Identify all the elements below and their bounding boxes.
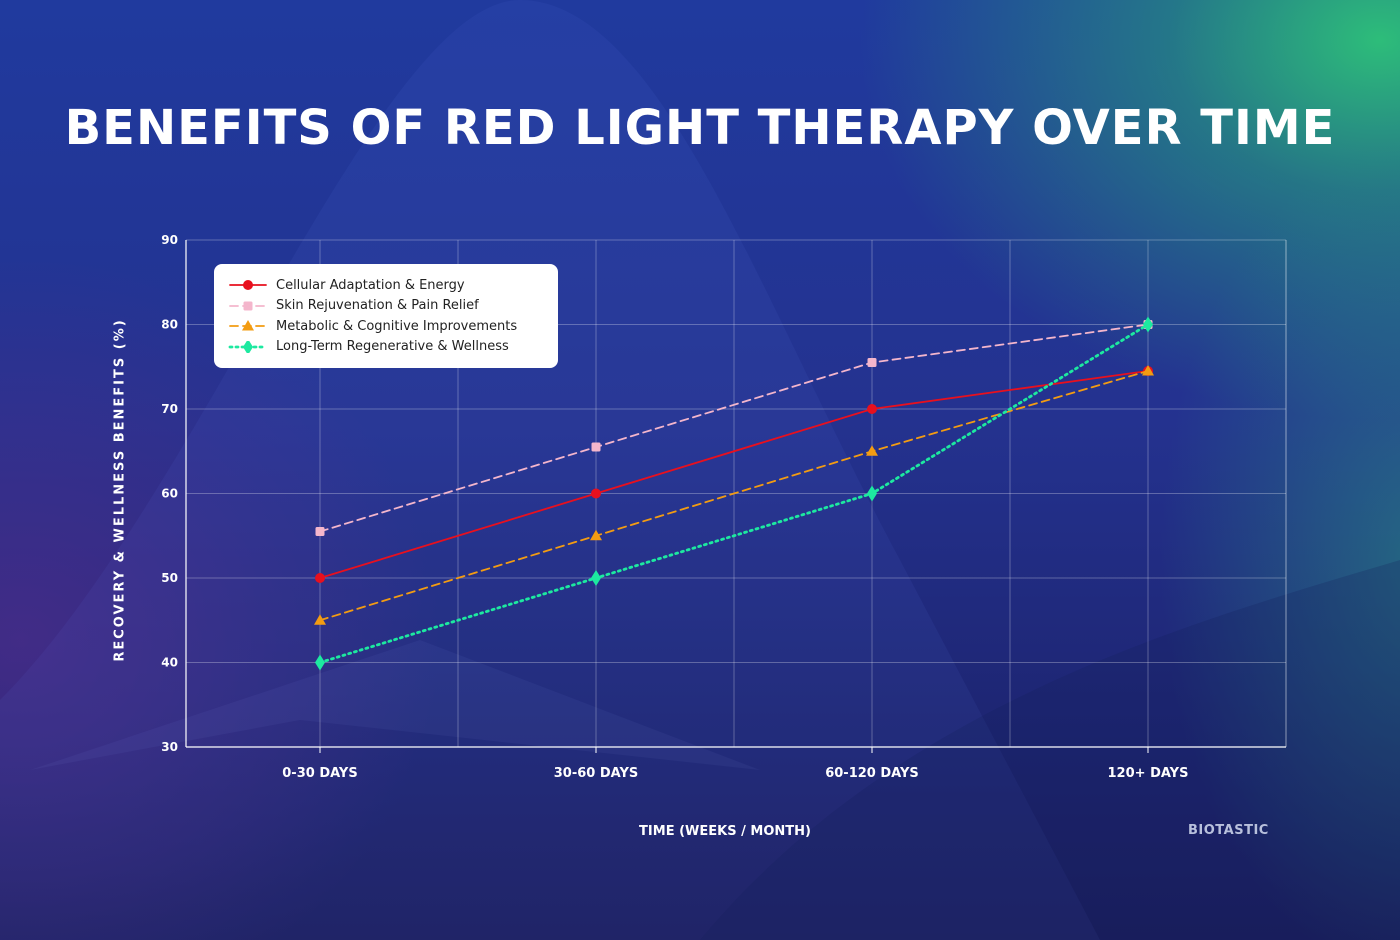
y-tick-label: 30	[161, 740, 178, 754]
legend-item: Cellular Adaptation & Energy	[228, 275, 544, 296]
legend-swatch-green	[228, 340, 268, 353]
chart-axes: 30 40 50 60 70 80 90 0-30 DAYS 30-60 DAYS 60-120 …	[161, 233, 1287, 781]
legend-label: Skin Rejuvenation & Pain Relief	[276, 298, 479, 314]
legend-label: Metabolic & Cognitive Improvements	[276, 318, 518, 334]
data-point	[867, 404, 877, 414]
data-point	[315, 527, 325, 537]
brand-logo: BIOTASTIC	[1188, 823, 1269, 838]
legend-label: Cellular Adaptation & Energy	[276, 277, 465, 293]
data-point	[315, 573, 325, 583]
page-title: BENEFITS OF RED LIGHT THERAPY OVER TIME	[64, 100, 1336, 156]
legend-swatch-marker	[242, 320, 254, 331]
series-line	[319, 370, 1149, 579]
y-axis-title: RECOVERY & WELLNESS BENEFITS (%)	[112, 318, 128, 662]
data-point	[591, 442, 601, 452]
data-point	[1143, 316, 1153, 333]
series-line	[318, 323, 1150, 664]
y-tick-label: 50	[161, 571, 178, 585]
legend-swatch-orange	[229, 320, 267, 331]
data-point	[590, 529, 602, 541]
legend-item: Metabolic & Cognitive Improvements	[228, 316, 544, 337]
legend-swatch-marker	[243, 301, 253, 311]
x-tick-label: 0-30 DAYS	[282, 766, 357, 781]
x-tick-label: 60-120 DAYS	[825, 766, 919, 781]
legend-swatch-marker	[243, 280, 253, 291]
series-3	[315, 316, 1153, 671]
y-tick-label: 40	[161, 656, 178, 670]
data-point	[867, 485, 877, 502]
series-line	[319, 370, 1149, 622]
x-tick-label: 30-60 DAYS	[554, 766, 639, 781]
data-point	[1142, 364, 1154, 376]
chart-legend: Cellular Adaptation & Energy Skin Rejuve…	[214, 264, 558, 368]
legend-label: Long-Term Regenerative & Wellness	[276, 339, 509, 355]
y-tick-label: 90	[161, 233, 178, 247]
legend-item: Long-Term Regenerative & Wellness	[228, 337, 544, 358]
x-axis-title: TIME (WEEKS / MONTH)	[639, 824, 811, 839]
y-tick-label: 70	[161, 402, 178, 416]
x-tick-label: 120+ DAYS	[1108, 766, 1189, 781]
data-point	[866, 445, 878, 456]
y-tick-label: 60	[161, 487, 178, 501]
series-line	[319, 323, 1149, 533]
data-point	[591, 570, 601, 586]
y-tick-label: 80	[161, 318, 178, 332]
data-point	[591, 488, 601, 499]
data-point	[867, 358, 877, 368]
series-2	[314, 364, 1154, 625]
data-point	[314, 614, 326, 625]
legend-item: Skin Rejuvenation & Pain Relief	[228, 296, 544, 317]
legend-swatch-red	[229, 280, 267, 291]
legend-swatch-pink	[229, 301, 267, 311]
chart-series	[314, 316, 1154, 671]
legend-swatch-marker	[243, 340, 253, 353]
data-point	[315, 654, 325, 671]
